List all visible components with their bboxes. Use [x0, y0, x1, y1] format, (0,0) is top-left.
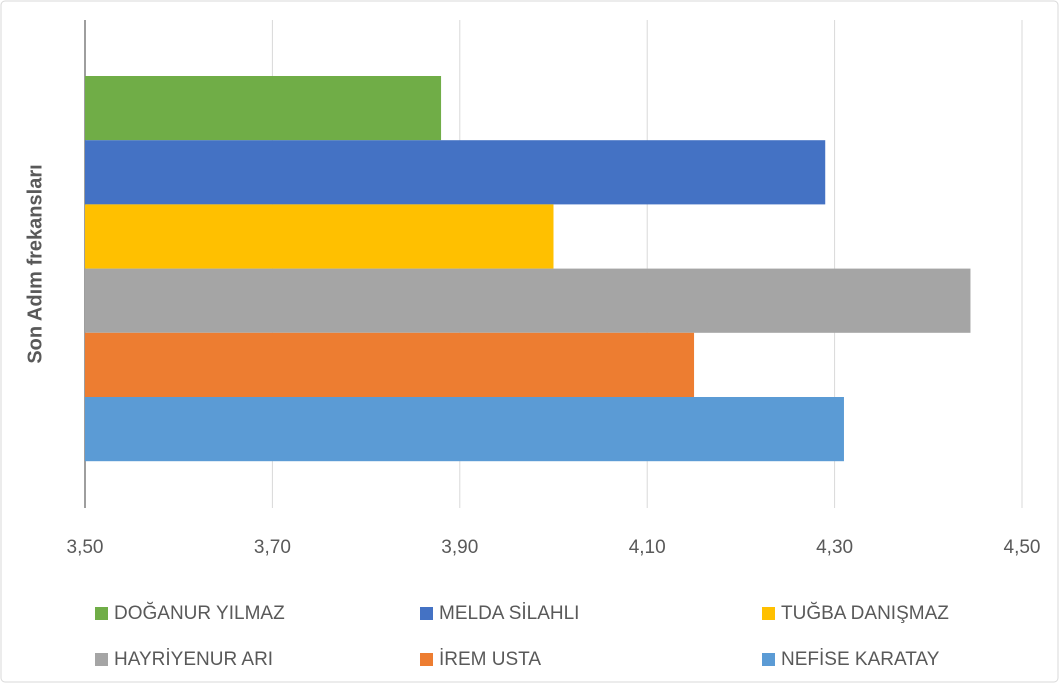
legend-swatch	[420, 653, 433, 666]
x-tick-label: 3,70	[254, 537, 291, 558]
bar	[85, 76, 442, 141]
bar	[85, 397, 844, 462]
x-tick-label: 4,10	[629, 537, 666, 558]
legend-label: İREM USTA	[439, 649, 541, 670]
legend-label: HAYRİYENUR ARI	[114, 649, 273, 670]
x-tick-label: 3,90	[441, 537, 478, 558]
legend-label: NEFİSE KARATAY	[781, 649, 940, 670]
legend-swatch	[95, 607, 108, 620]
x-tick-label: 4,50	[1004, 537, 1041, 558]
bar	[85, 204, 554, 269]
x-tick-label: 4,30	[816, 537, 853, 558]
legend-swatch	[762, 653, 775, 666]
x-tick-label: 3,50	[67, 537, 104, 558]
y-axis-label: Son Adım frekansları	[24, 164, 46, 363]
legend-swatch	[420, 607, 433, 620]
bar	[85, 268, 971, 333]
legend-label: MELDA SİLAHLI	[439, 603, 579, 624]
bar	[85, 332, 695, 397]
bar	[85, 140, 826, 205]
legend-label: DOĞANUR YILMAZ	[114, 602, 285, 624]
legend-label: TUĞBA DANIŞMAZ	[781, 602, 949, 624]
legend-swatch	[95, 653, 108, 666]
legend-swatch	[762, 607, 775, 620]
